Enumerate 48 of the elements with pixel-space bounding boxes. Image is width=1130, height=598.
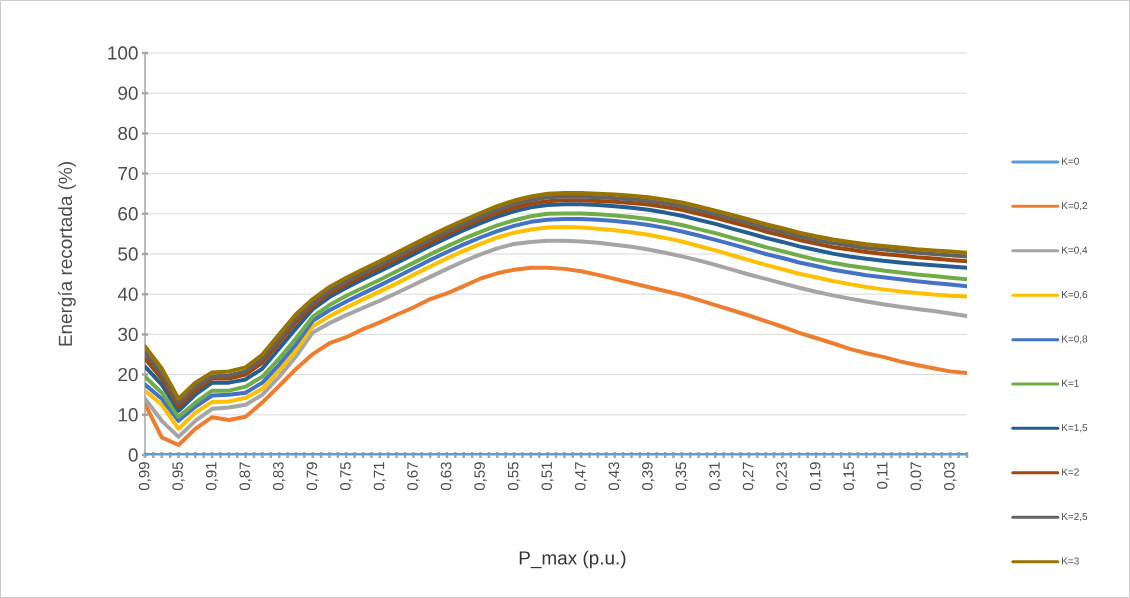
y-tick-label: 90 (118, 86, 138, 100)
x-tick-label: 0,95 (172, 462, 185, 491)
legend-label: K=0,4 (1062, 246, 1088, 255)
y-tick-label: 70 (118, 166, 138, 181)
x-tick-label: 0,35 (675, 462, 688, 491)
x-tick-label: 0,51 (541, 462, 554, 491)
legend-label: K=1 (1062, 379, 1079, 387)
x-tick-label: 0,59 (474, 462, 487, 491)
x-tick-label: 0,67 (407, 462, 420, 491)
legend-label: K=0,8 (1062, 335, 1088, 344)
legend-label: K=2 (1062, 468, 1079, 476)
x-tick-label: 0,03 (944, 462, 957, 491)
y-tick-label: 100 (108, 46, 138, 60)
x-tick-label: 0,55 (507, 462, 521, 491)
x-tick-label: 0,83 (273, 462, 286, 491)
x-tick-label: 0,15 (843, 462, 856, 491)
legend-label: K=0,6 (1062, 291, 1088, 300)
legend-label: K=2,5 (1062, 512, 1088, 522)
x-tick-label: 0,87 (239, 462, 252, 491)
y-tick-label: 80 (118, 126, 138, 141)
y-tick-label: 40 (117, 287, 138, 301)
x-tick-label: 0,11 (876, 462, 890, 489)
legend-label: K=3 (1062, 557, 1079, 565)
x-tick-label: 0,79 (306, 462, 319, 491)
legend-label: K=1,5 (1062, 424, 1088, 433)
y-tick-label: 50 (118, 247, 138, 261)
x-tick-label: 0,43 (608, 462, 621, 491)
x-tick-label: 0,31 (709, 462, 722, 491)
x-tick-label: 0,75 (340, 462, 353, 491)
x-axis-title: P_max (p.u.) (519, 550, 626, 569)
x-tick-label: 0,19 (809, 462, 823, 491)
x-tick-label: 0,99 (138, 462, 152, 491)
y-tick-label: 0 (128, 448, 138, 462)
legend-label: K=0 (1062, 157, 1079, 165)
x-tick-label: 0,63 (440, 462, 454, 491)
legend-label: K=0,2 (1062, 202, 1088, 211)
y-tick-label: 60 (118, 207, 138, 221)
y-axis-title: Energía recortada (%) (57, 162, 76, 346)
y-tick-label: 20 (118, 367, 138, 382)
x-tick-label: 0,71 (373, 462, 387, 491)
x-tick-label: 0,47 (574, 462, 588, 491)
y-tick-label: 10 (118, 408, 138, 422)
x-tick-label: 0,27 (742, 462, 756, 491)
y-tick-label: 30 (118, 327, 138, 342)
x-tick-label: 0,07 (910, 462, 923, 491)
x-tick-label: 0,23 (776, 462, 789, 491)
x-tick-label: 0,39 (642, 462, 655, 491)
x-tick-label: 0,91 (205, 462, 219, 491)
